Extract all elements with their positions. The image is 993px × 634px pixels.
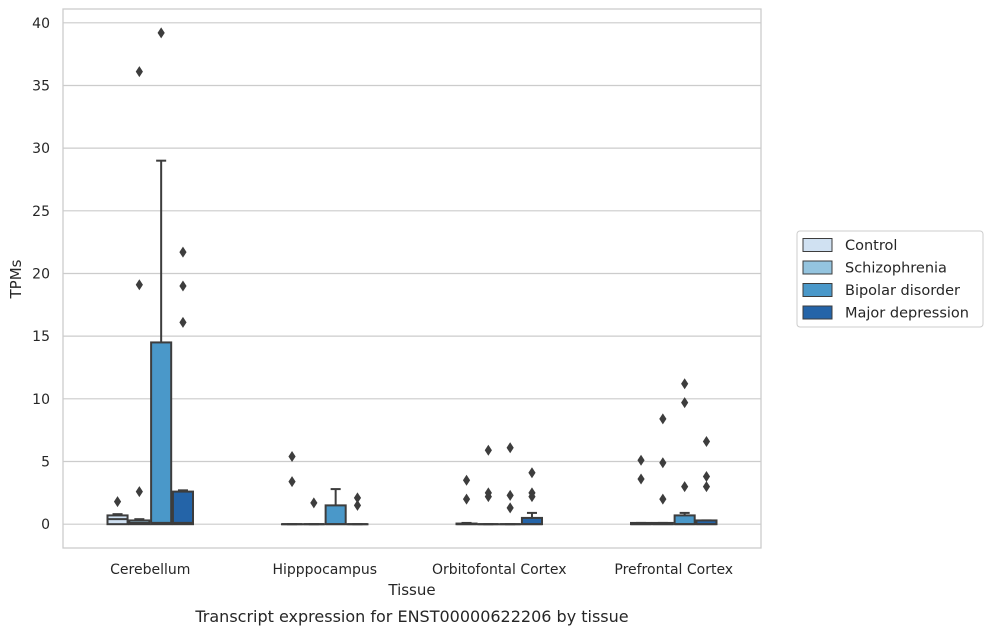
outlier-point bbox=[681, 378, 689, 390]
x-tick-labels: Cerebellum Hipppocampus Orbitofontal Corte… bbox=[110, 562, 733, 578]
outlier-point bbox=[637, 454, 645, 466]
box-schizophrenia bbox=[302, 497, 325, 526]
outlier-point bbox=[462, 493, 471, 505]
x-tick-label: Orbitofontal Cortex bbox=[432, 562, 567, 578]
outlier-point bbox=[179, 246, 187, 258]
legend-swatch bbox=[802, 238, 833, 252]
box-schizophrenia bbox=[477, 444, 500, 526]
outlier-point bbox=[702, 481, 711, 493]
outlier-point bbox=[506, 489, 514, 501]
outlier-point bbox=[659, 413, 667, 425]
outlier-point bbox=[528, 467, 536, 479]
outlier-point bbox=[506, 442, 514, 454]
legend-swatch bbox=[802, 283, 833, 297]
outlier-point bbox=[659, 457, 667, 469]
legend-swatch bbox=[802, 305, 833, 320]
outlier-point bbox=[288, 476, 296, 488]
legend-label: Control bbox=[845, 238, 897, 254]
outlier-point bbox=[135, 66, 143, 78]
box-bipolar-disorder bbox=[324, 488, 347, 526]
y-tick-label: 20 bbox=[32, 266, 50, 282]
outlier-point bbox=[702, 435, 711, 447]
legend-frame bbox=[796, 230, 984, 328]
gridlines bbox=[63, 22, 761, 525]
outlier-point bbox=[702, 471, 711, 483]
x-tick-label: Cerebellum bbox=[110, 562, 190, 578]
outlier-point bbox=[310, 497, 318, 509]
legend-label: Major depression bbox=[845, 306, 969, 322]
outlier-point bbox=[681, 397, 689, 409]
legend-label: Schizophrenia bbox=[845, 261, 947, 277]
outlier-point bbox=[353, 499, 362, 511]
outlier-point bbox=[135, 279, 143, 291]
y-tick-label: 30 bbox=[32, 141, 50, 157]
box-body bbox=[673, 514, 696, 526]
box-bipolar-disorder bbox=[673, 378, 696, 526]
outlier-point bbox=[113, 496, 122, 508]
y-tick-label: 35 bbox=[32, 78, 50, 94]
box-groups bbox=[106, 27, 718, 526]
box-control bbox=[629, 454, 653, 526]
box-body bbox=[150, 341, 173, 526]
y-tick-label: 0 bbox=[41, 517, 50, 533]
legend-swatch bbox=[802, 260, 833, 275]
outlier-point bbox=[637, 473, 645, 485]
x-axis-label: Tissue bbox=[387, 581, 435, 599]
box-schizophrenia bbox=[651, 413, 674, 526]
outlier-point bbox=[353, 492, 362, 504]
box-body bbox=[171, 490, 195, 526]
x-tick-label: Prefrontal Cortex bbox=[614, 562, 733, 578]
outlier-point bbox=[659, 493, 667, 505]
outlier-point bbox=[135, 486, 143, 498]
box-bipolar-disorder bbox=[150, 27, 173, 526]
y-tick-label: 5 bbox=[41, 455, 50, 471]
outlier-point bbox=[157, 27, 165, 39]
x-tick-label: Hipppocampus bbox=[272, 562, 377, 578]
legend: Control Schizophrenia Bipolar disorder Majo… bbox=[796, 230, 984, 328]
y-tick-labels: 0 5 10 15 20 25 30 35 40 bbox=[32, 16, 50, 533]
outlier-point bbox=[528, 487, 536, 499]
y-tick-label: 15 bbox=[32, 329, 50, 345]
box-body bbox=[324, 504, 347, 526]
box-major-depression bbox=[171, 246, 195, 526]
box-major-depression bbox=[346, 492, 369, 526]
box-control bbox=[280, 450, 304, 526]
box-major-depression bbox=[695, 435, 718, 526]
y-tick-label: 40 bbox=[32, 16, 50, 32]
y-tick-label: 10 bbox=[32, 392, 50, 408]
outlier-point bbox=[681, 481, 689, 493]
box-major-depression bbox=[520, 467, 544, 526]
outlier-point bbox=[484, 487, 492, 499]
outlier-point bbox=[179, 316, 187, 328]
outlier-point bbox=[288, 450, 296, 462]
legend-label: Bipolar disorder bbox=[845, 283, 960, 299]
box-bipolar-disorder bbox=[499, 442, 522, 526]
outlier-point bbox=[179, 280, 187, 292]
box-control bbox=[455, 474, 478, 526]
chart-caption: Transcript expression for ENST0000062220… bbox=[194, 607, 628, 626]
y-axis-label: TPMs bbox=[7, 259, 25, 299]
box-control bbox=[106, 496, 129, 526]
outlier-point bbox=[506, 502, 514, 514]
y-tick-label: 25 bbox=[32, 204, 50, 220]
outlier-point bbox=[462, 474, 471, 486]
box-schizophrenia bbox=[128, 66, 151, 526]
outlier-point bbox=[484, 444, 492, 456]
plot-area-frame bbox=[62, 8, 762, 549]
